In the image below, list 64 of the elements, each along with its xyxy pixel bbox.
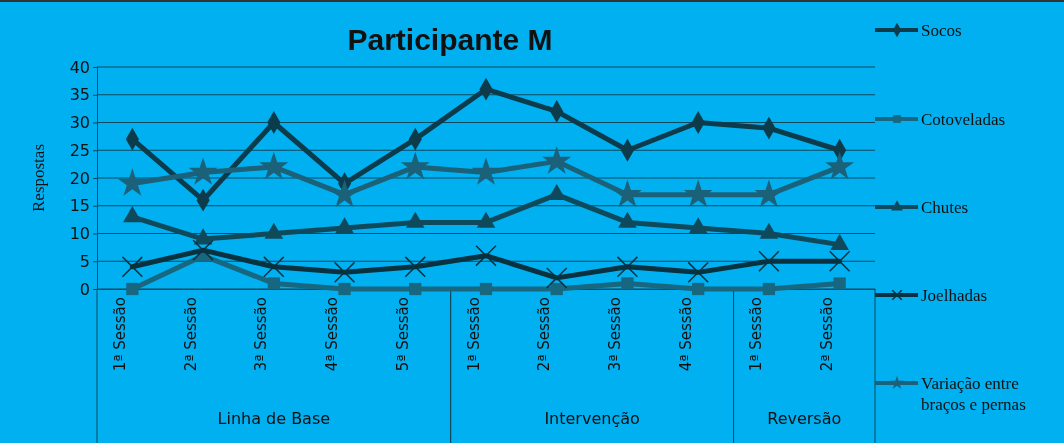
x-tick-label: 2ª Sessão [181, 297, 200, 372]
point [616, 256, 639, 278]
y-tick-label: 15 [69, 196, 90, 216]
text: Linha de Base [217, 409, 331, 428]
x-tick-label: 4ª Sessão [676, 297, 695, 372]
y-tick-label: 25 [69, 140, 90, 160]
x-tick-label: 5ª Sessão [393, 297, 412, 372]
text: Intervenção [544, 409, 640, 428]
legend-label: Socos [921, 21, 962, 40]
x-tick-label: 2ª Sessão [535, 297, 554, 372]
text: Reversão [767, 409, 842, 428]
point [400, 151, 430, 180]
point [267, 277, 280, 290]
point [692, 282, 705, 296]
point [188, 157, 218, 185]
y-tick-label: 35 [69, 85, 90, 105]
y-tick-label: 0 [79, 279, 90, 299]
legend-label: Chutes [921, 198, 969, 217]
legend-label: Joelhadas [921, 286, 988, 305]
point [762, 282, 776, 296]
x-tick-label: 4ª Sessão [323, 297, 342, 372]
point [550, 282, 563, 296]
x-tick-label: 3ª Sessão [605, 297, 624, 372]
point [192, 239, 214, 261]
point [335, 217, 354, 234]
point [404, 256, 426, 278]
point [263, 256, 285, 278]
x-tick-label: 3ª Sessão [252, 297, 271, 372]
y-axis-title: Respostas [29, 144, 48, 212]
point [758, 250, 780, 272]
chart-title: Participante M [347, 23, 553, 56]
point [338, 282, 351, 296]
point [333, 261, 356, 284]
y-tick-label: 5 [79, 251, 90, 271]
point [542, 146, 572, 174]
point [259, 151, 289, 180]
x-tick-label: 1ª Sessão [747, 297, 766, 372]
y-tick-label: 30 [69, 113, 90, 133]
point [828, 250, 851, 272]
point [117, 168, 147, 196]
point [409, 282, 422, 296]
point [621, 277, 634, 290]
point [121, 256, 144, 278]
point [825, 151, 855, 180]
y-tick-label: 20 [69, 168, 90, 188]
point [475, 245, 497, 267]
legend-label: Cotoveladas [921, 110, 1006, 129]
y-tick-label: 10 [69, 224, 90, 244]
point [123, 206, 142, 223]
point [547, 183, 567, 201]
point [683, 179, 713, 207]
point [126, 282, 139, 296]
point [479, 282, 493, 296]
x-tick-label: 2ª Sessão [818, 297, 837, 372]
point [688, 217, 708, 234]
point [471, 157, 501, 185]
point [833, 277, 846, 290]
x-tick-label: 1ª Sessão [110, 297, 129, 372]
x-tick-label: 1ª Sessão [464, 297, 483, 372]
point [546, 267, 568, 289]
legend-label: Variação entre braços e pernas [921, 374, 1026, 414]
point [612, 179, 642, 207]
point [687, 261, 709, 284]
y-tick-label: 40 [69, 57, 90, 77]
